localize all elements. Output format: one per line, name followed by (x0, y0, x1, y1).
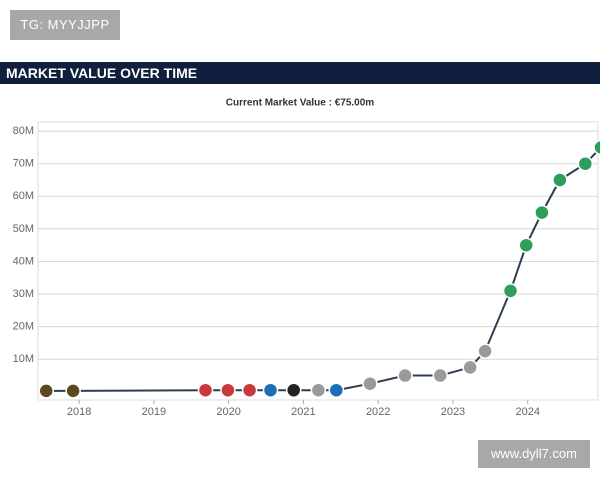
x-tick-label: 2023 (441, 406, 465, 418)
tag-label: TG: MYYJJPP (10, 10, 120, 40)
y-tick-label: 50M (13, 223, 34, 235)
x-tick-label: 2019 (142, 406, 166, 418)
watermark: www.dyll7.com (478, 440, 590, 468)
y-tick-label: 20M (13, 321, 34, 333)
x-tick-label: 2018 (67, 406, 91, 418)
club-marker (328, 382, 345, 398)
club-marker (593, 139, 600, 156)
club-marker (310, 382, 327, 398)
chart-title: Current Market Value : €75.00m (226, 98, 375, 109)
x-tick-label: 2024 (515, 406, 539, 418)
club-marker (502, 283, 519, 299)
club-marker (362, 375, 378, 392)
club-marker (262, 382, 279, 398)
club-marker (397, 367, 413, 384)
section-title: MARKET VALUE OVER TIME (0, 62, 600, 84)
club-marker (534, 204, 550, 221)
y-tick-label: 10M (13, 353, 34, 365)
club-marker (285, 382, 302, 398)
club-marker (552, 172, 568, 188)
club-marker (462, 359, 478, 376)
club-marker (518, 237, 534, 253)
club-marker (241, 382, 258, 398)
y-tick-label: 30M (13, 288, 34, 300)
y-tick-label: 40M (13, 255, 34, 267)
y-tick-label: 80M (13, 125, 34, 137)
club-marker (197, 382, 214, 398)
club-marker (65, 383, 81, 399)
club-marker (220, 382, 236, 398)
y-tick-label: 60M (13, 190, 34, 202)
club-marker (432, 367, 448, 384)
club-marker (38, 383, 54, 399)
x-tick-label: 2020 (216, 406, 240, 418)
chart: Current Market Value : €75.00m 10M 20M 30M… (13, 98, 600, 418)
club-marker (577, 155, 594, 172)
x-tick-label: 2021 (291, 406, 315, 418)
x-tick-label: 2022 (366, 406, 390, 418)
y-tick-label: 70M (13, 158, 34, 170)
club-marker (477, 343, 493, 359)
